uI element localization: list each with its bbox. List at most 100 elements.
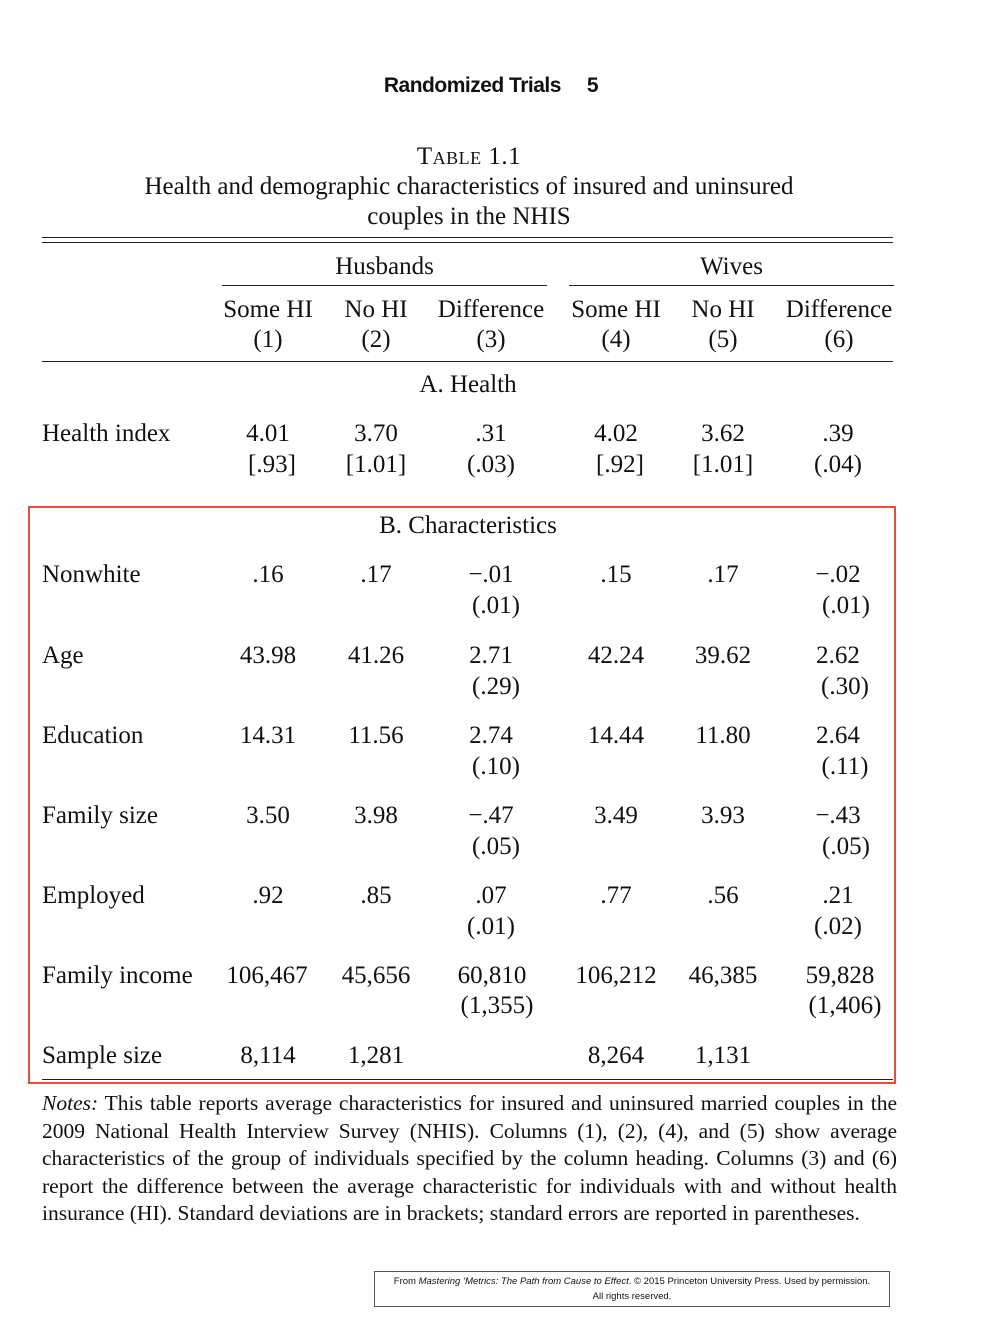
cell: 2.62 [816, 642, 860, 669]
cell: .77 [600, 882, 632, 909]
cell: 3.62 [701, 420, 745, 447]
cell: 4.01 [246, 420, 290, 447]
table-notes: Notes: This table reports average charac… [42, 1090, 897, 1228]
cell: 106,212 [575, 962, 657, 989]
credit-book-title: Mastering ’Metrics: The Path from Cause … [418, 1276, 629, 1287]
permission-credit: From Mastering ’Metrics: The Path from C… [374, 1271, 890, 1307]
cell: .85 [360, 882, 392, 909]
table-title-line1: Health and demographic characteristics o… [144, 173, 794, 200]
cell: 8,264 [587, 1042, 645, 1069]
page-number: 5 [586, 74, 599, 97]
col-header-3: Difference [437, 296, 545, 323]
cell: 1,131 [694, 1042, 752, 1069]
row-label-age: Age [42, 642, 84, 669]
cell: −.47 [468, 802, 514, 829]
cell-se: (.01) [467, 913, 515, 940]
cell: 14.44 [587, 722, 645, 749]
top-rule [42, 237, 893, 238]
cell-se: (.02) [814, 913, 862, 940]
cell-sd: [1.01] [345, 451, 407, 478]
row-label-education: Education [42, 722, 144, 749]
cell: .39 [822, 420, 854, 447]
col-num-3: (3) [476, 326, 506, 353]
cell-se: (.03) [467, 451, 515, 478]
col-header-5: No HI [691, 296, 755, 323]
cell-sd: [1.01] [692, 451, 754, 478]
cell: .31 [475, 420, 507, 447]
group-header-wives: Wives [700, 253, 763, 280]
col-header-2: No HI [344, 296, 408, 323]
header-bottom-rule [42, 361, 893, 362]
col-num-6: (6) [824, 326, 854, 353]
row-label-family-income: Family income [42, 962, 193, 989]
cell: 60,810 [457, 962, 527, 989]
panel-b-heading: B. Characteristics [379, 512, 557, 539]
cell: 46,385 [688, 962, 758, 989]
col-num-5: (5) [708, 326, 738, 353]
cell: 1,281 [347, 1042, 405, 1069]
cell: 106,467 [226, 962, 308, 989]
cell: −.01 [468, 561, 514, 588]
row-label-employed: Employed [42, 882, 145, 909]
cell: 2.74 [469, 722, 513, 749]
notes-text: This table reports average characteristi… [42, 1091, 897, 1225]
cell: .17 [360, 561, 392, 588]
cell: .07 [475, 882, 507, 909]
cell: 43.98 [239, 642, 297, 669]
row-label-nonwhite: Nonwhite [42, 561, 141, 588]
cell: 14.31 [239, 722, 297, 749]
cell: 2.64 [816, 722, 860, 749]
col-num-2: (2) [361, 326, 391, 353]
cell: 3.50 [246, 802, 290, 829]
cell: 59,828 [805, 962, 875, 989]
cell: 2.71 [469, 642, 513, 669]
cell-se: (.05) [822, 833, 870, 860]
col-header-4: Some HI [571, 296, 661, 323]
panel-a-heading: A. Health [419, 371, 517, 398]
table-bottom-rule [42, 1079, 893, 1080]
cell-se: (.29) [472, 673, 520, 700]
cell-se: (.10) [472, 753, 520, 780]
cell: .56 [707, 882, 739, 909]
cell-sd: [.92] [596, 451, 644, 478]
row-label-family-size: Family size [42, 802, 158, 829]
group-header-husbands: Husbands [335, 253, 434, 280]
cell: 3.70 [354, 420, 398, 447]
cell: .17 [707, 561, 739, 588]
cell-se: (.30) [821, 673, 869, 700]
cell: 42.24 [587, 642, 645, 669]
credit-suffix: . © 2015 Princeton University Press. Use… [628, 1276, 871, 1287]
cell-se: (.01) [472, 592, 520, 619]
credit-prefix: From [393, 1276, 419, 1287]
table-number: Table 1.1 [416, 143, 522, 170]
cell-se: (.04) [814, 451, 862, 478]
col-header-1: Some HI [223, 296, 313, 323]
husbands-underline [222, 285, 547, 286]
top-rule-2 [42, 242, 893, 243]
running-header: Randomized Trials 5 [0, 74, 982, 98]
running-header-title: Randomized Trials [383, 74, 562, 97]
cell: 8,114 [240, 1042, 296, 1069]
cell: .16 [252, 561, 284, 588]
cell-se: (1,406) [808, 992, 882, 1019]
col-num-1: (1) [253, 326, 283, 353]
cell-se: (.05) [472, 833, 520, 860]
highlight-box [28, 506, 896, 1084]
cell: .15 [600, 561, 632, 588]
col-header-6: Difference [785, 296, 893, 323]
wives-underline [569, 285, 894, 286]
cell: 11.56 [348, 722, 404, 749]
cell: .92 [252, 882, 284, 909]
credit-rights: All rights reserved. [592, 1291, 672, 1302]
cell: 41.26 [347, 642, 405, 669]
cell: 3.93 [701, 802, 745, 829]
cell-se: (.01) [822, 592, 870, 619]
cell: 11.80 [695, 722, 751, 749]
cell-se: (.11) [821, 753, 869, 780]
cell: 3.49 [594, 802, 638, 829]
cell-se: (1,355) [460, 992, 534, 1019]
cell: −.43 [815, 802, 861, 829]
cell: 45,656 [341, 962, 411, 989]
notes-lead: Notes: [42, 1091, 99, 1115]
cell: −.02 [815, 561, 861, 588]
